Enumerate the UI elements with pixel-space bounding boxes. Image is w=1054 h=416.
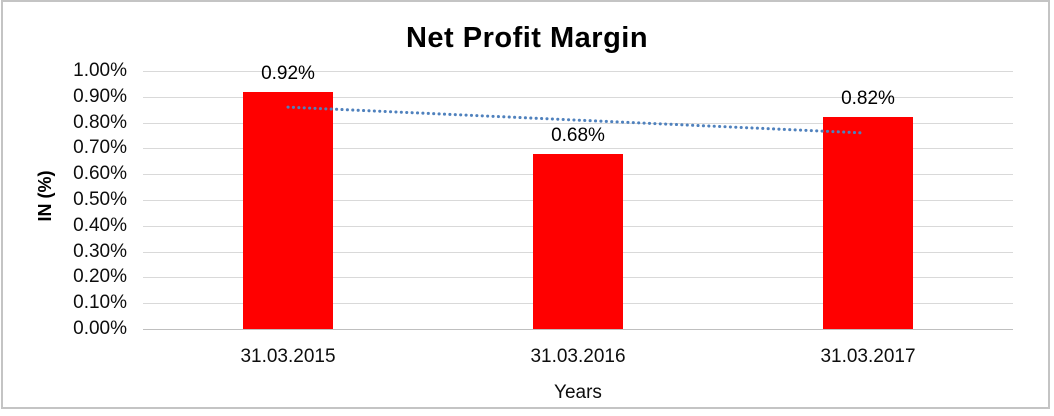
y-tick-label: 0.70% <box>73 137 127 159</box>
bar-31.03.2015 <box>243 91 333 329</box>
gridline <box>143 71 1013 72</box>
y-tick-label: 0.20% <box>73 266 127 288</box>
bar-data-label: 0.92% <box>261 62 315 84</box>
bar-31.03.2017 <box>823 117 913 329</box>
y-tick-label: 0.90% <box>73 85 127 107</box>
x-axis-line <box>143 329 1013 330</box>
y-tick-label: 0.50% <box>73 189 127 210</box>
x-axis-title: Years <box>554 382 602 403</box>
bar-31.03.2016 <box>533 153 623 329</box>
plot-area: 0.92% 0.68% 0.82% <box>143 63 1013 330</box>
y-tick-label: 0.10% <box>73 292 127 314</box>
y-tick-label: 0.00% <box>73 318 127 339</box>
chart-title: Net Profit Margin <box>405 22 649 54</box>
y-tick-label: 0.80% <box>73 111 127 133</box>
gridline <box>143 148 1013 150</box>
gridline <box>143 96 1013 98</box>
x-tick-label: 31.03.2017 <box>820 346 916 367</box>
x-tick-label: 31.03.2015 <box>240 346 336 367</box>
bar-data-label: 0.82% <box>841 88 895 110</box>
bar-data-label: 0.68% <box>551 124 605 146</box>
y-tick-label: 1.00% <box>73 60 127 81</box>
x-tick-label: 31.03.2016 <box>530 346 626 367</box>
y-tick-label: 0.30% <box>73 240 127 262</box>
y-tick-label: 0.60% <box>73 163 127 185</box>
y-tick-label: 0.40% <box>73 214 127 236</box>
